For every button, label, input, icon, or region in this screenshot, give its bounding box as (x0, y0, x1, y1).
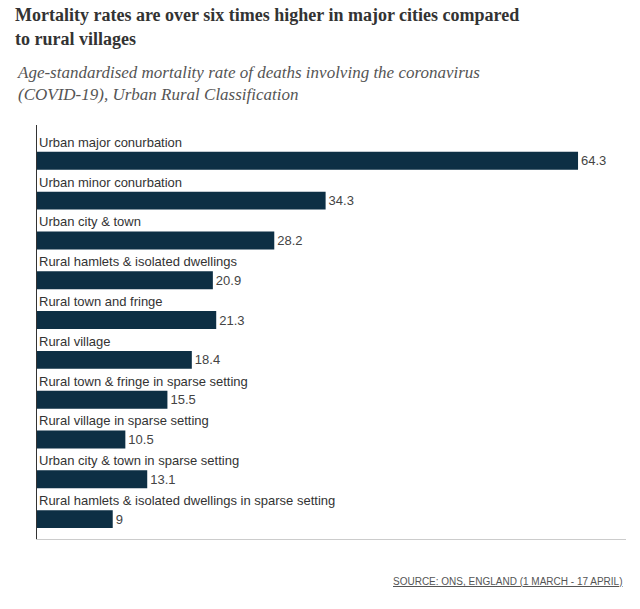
svg-text:15.5: 15.5 (170, 392, 195, 407)
svg-text:Rural village: Rural village (39, 334, 111, 349)
svg-text:21.3: 21.3 (219, 313, 244, 328)
svg-text:10.5: 10.5 (128, 432, 153, 447)
svg-text:34.3: 34.3 (329, 193, 354, 208)
svg-text:Rural town & fringe in sparse: Rural town & fringe in sparse setting (39, 374, 248, 389)
svg-text:18.4: 18.4 (195, 352, 220, 367)
svg-text:Rural town and fringe: Rural town and fringe (39, 294, 163, 309)
svg-text:Urban city & town in sparse se: Urban city & town in sparse setting (39, 453, 239, 468)
svg-text:28.2: 28.2 (277, 233, 302, 248)
svg-text:20.9: 20.9 (216, 273, 241, 288)
svg-text:Urban major conurbation: Urban major conurbation (39, 135, 182, 150)
svg-text:13.1: 13.1 (150, 472, 175, 487)
svg-text:SOURCE: ONS, ENGLAND (1 MARCH: SOURCE: ONS, ENGLAND (1 MARCH - 17 APRIL… (393, 576, 623, 587)
svg-text:Rural hamlets & isolated dwell: Rural hamlets & isolated dwellings in sp… (39, 493, 335, 508)
svg-text:Age-standardised mortality rat: Age-standardised mortality rate of death… (17, 63, 480, 104)
svg-text:64.3: 64.3 (581, 153, 606, 168)
svg-text:Mortality rates are over six t: Mortality rates are over six times highe… (15, 5, 519, 48)
svg-text:Urban minor conurbation: Urban minor conurbation (39, 175, 182, 190)
svg-text:9: 9 (116, 512, 123, 527)
svg-text:Urban city & town: Urban city & town (39, 214, 141, 229)
svg-text:Rural hamlets & isolated dwell: Rural hamlets & isolated dwellings (39, 254, 237, 269)
svg-text:Rural village in sparse settin: Rural village in sparse setting (39, 413, 209, 428)
